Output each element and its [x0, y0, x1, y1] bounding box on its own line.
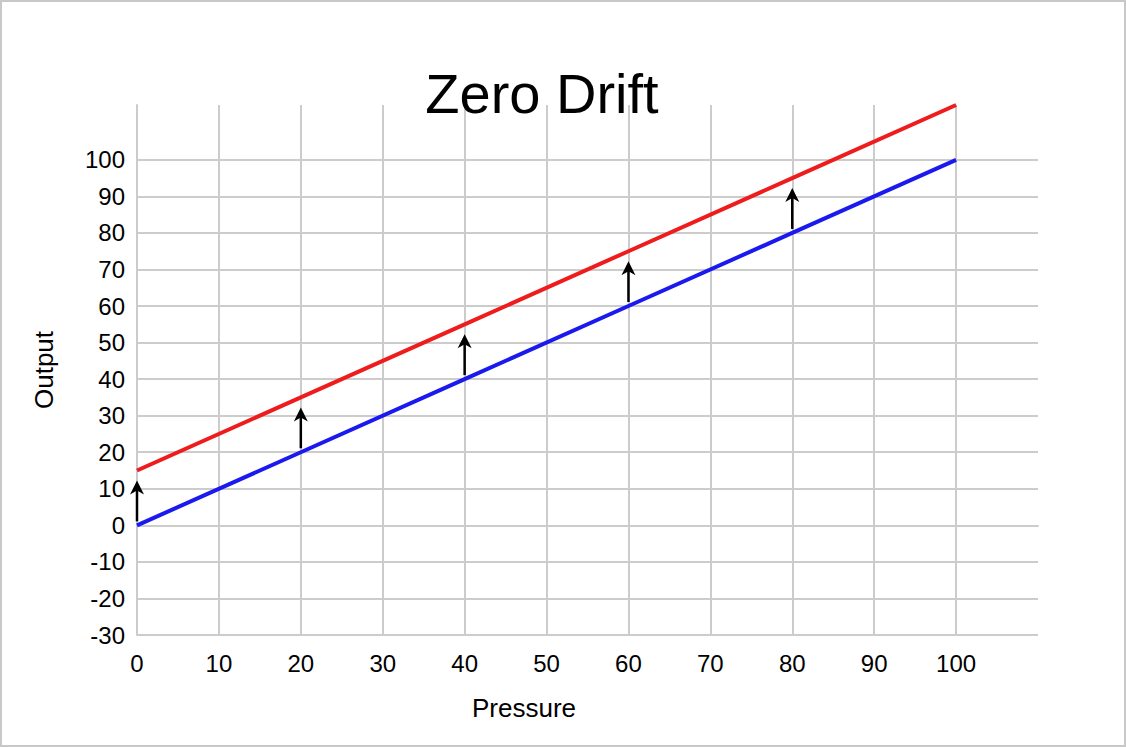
svg-text:70: 70	[697, 650, 724, 677]
svg-text:30: 30	[369, 650, 396, 677]
svg-text:50: 50	[533, 650, 560, 677]
svg-text:100: 100	[936, 650, 976, 677]
svg-text:Zero Drift: Zero Drift	[425, 62, 659, 125]
svg-text:Pressure: Pressure	[472, 693, 576, 723]
svg-text:0: 0	[112, 512, 125, 539]
svg-text:0: 0	[130, 650, 143, 677]
svg-text:80: 80	[98, 219, 125, 246]
svg-text:-10: -10	[90, 548, 125, 575]
svg-text:60: 60	[615, 650, 642, 677]
svg-text:10: 10	[98, 475, 125, 502]
svg-text:90: 90	[98, 183, 125, 210]
svg-text:90: 90	[861, 650, 888, 677]
svg-text:70: 70	[98, 256, 125, 283]
svg-text:Output: Output	[29, 330, 59, 409]
svg-text:40: 40	[98, 366, 125, 393]
svg-text:80: 80	[779, 650, 806, 677]
svg-text:30: 30	[98, 402, 125, 429]
svg-text:20: 20	[98, 439, 125, 466]
svg-text:60: 60	[98, 293, 125, 320]
svg-text:40: 40	[451, 650, 478, 677]
svg-text:-20: -20	[90, 585, 125, 612]
svg-text:20: 20	[287, 650, 314, 677]
svg-text:50: 50	[98, 329, 125, 356]
svg-text:100: 100	[85, 146, 125, 173]
svg-text:10: 10	[206, 650, 233, 677]
svg-text:-30: -30	[90, 622, 125, 649]
